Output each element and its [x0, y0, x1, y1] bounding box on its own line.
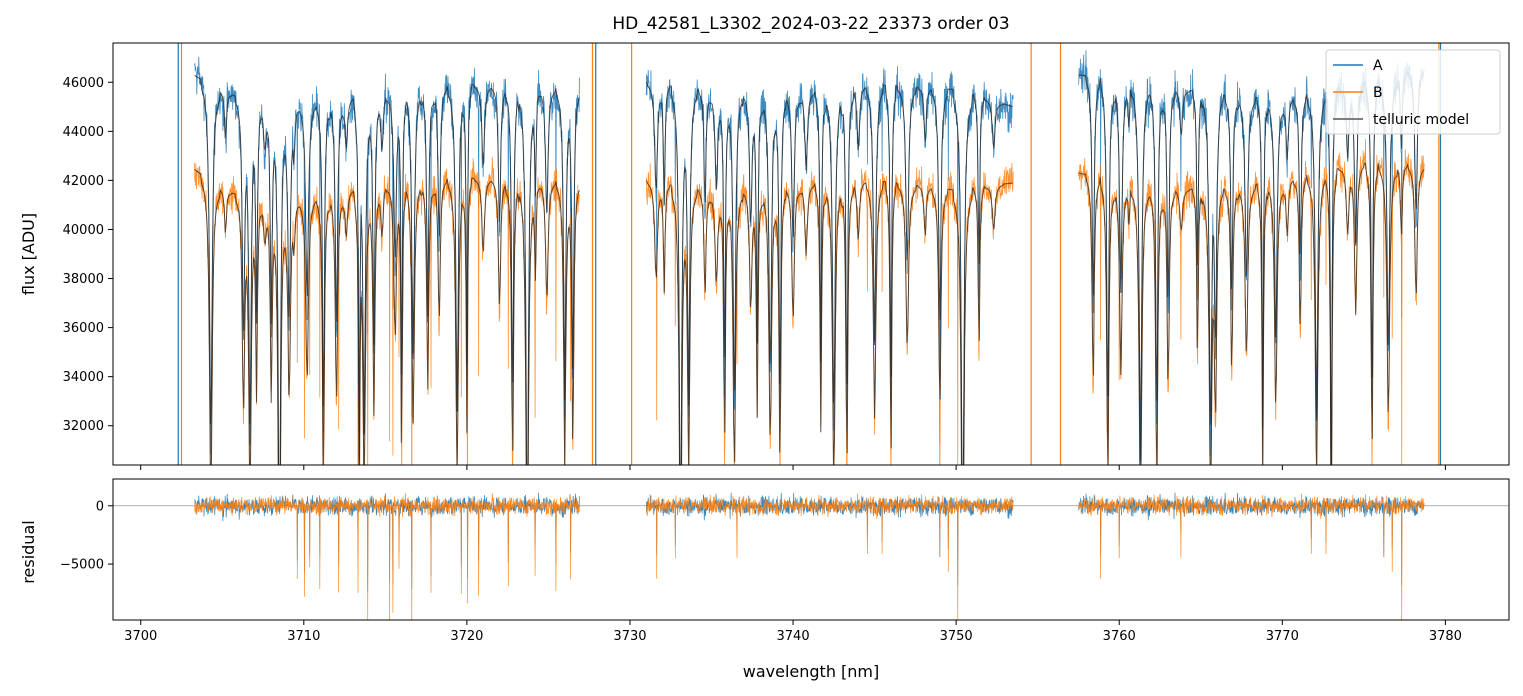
residual-panel: 0 −5000 3700 3710 3720 3730 3740 3750 3760 3770 37…: [19, 478, 1510, 681]
flux-axis-ticks: 32000 34000 36000 38000 40000 42000 44000 46000: [63, 76, 1446, 470]
residual-axis-ticks: 0 −5000 3700 3710 3720 3730 3740 3750 3760 3770 37…: [60, 499, 1462, 644]
legend-label-a: A: [1373, 58, 1383, 74]
flux-ytick-label-40000: 40000: [63, 223, 104, 238]
flux-ytick-label-46000: 46000: [63, 76, 104, 91]
legend-frame: [1325, 49, 1501, 135]
series-b-residual-line: [194, 493, 1425, 620]
legend-label-b: B: [1373, 85, 1383, 101]
flux-ytick-label-38000: 38000: [63, 272, 104, 287]
flux-panel: 32000 34000 36000 38000 40000 42000 44000 46000…: [19, 42, 1510, 470]
flux-ytick-label-36000: 36000: [63, 321, 104, 336]
wavelength-xtick-label-3700: 3700: [124, 629, 157, 644]
flux-axis-label: flux [ADU]: [19, 213, 38, 295]
wavelength-xtick-label-3750: 3750: [940, 629, 973, 644]
residual-ytick-label-0: 0: [96, 499, 104, 514]
wavelength-axis-label: wavelength [nm]: [743, 662, 880, 681]
residual-ytick-label--5000: −5000: [60, 558, 104, 573]
residual-axis-label: residual: [19, 520, 38, 583]
wavelength-xtick-label-3740: 3740: [777, 629, 810, 644]
wavelength-xtick-label-3780: 3780: [1429, 629, 1462, 644]
flux-ytick-label-42000: 42000: [63, 174, 104, 189]
wavelength-xtick-label-3720: 3720: [450, 629, 483, 644]
telluric-model-b-line: [194, 162, 1425, 465]
flux-panel-frame: [112, 42, 1510, 466]
flux-ytick-label-34000: 34000: [63, 370, 104, 385]
wavelength-xtick-label-3770: 3770: [1266, 629, 1299, 644]
wavelength-xtick-label-3710: 3710: [287, 629, 320, 644]
wavelength-xtick-label-3760: 3760: [1103, 629, 1136, 644]
wavelength-xtick-label-3730: 3730: [613, 629, 646, 644]
flux-ytick-label-32000: 32000: [63, 419, 104, 434]
residual-panel-frame: [112, 478, 1510, 621]
chart-legend: A B telluric model: [1325, 49, 1501, 135]
legend-label-telluric-model: telluric model: [1373, 112, 1469, 128]
flux-ytick-label-44000: 44000: [63, 125, 104, 140]
chart-title: HD_42581_L3302_2024-03-22_23373 order 03: [612, 14, 1009, 34]
